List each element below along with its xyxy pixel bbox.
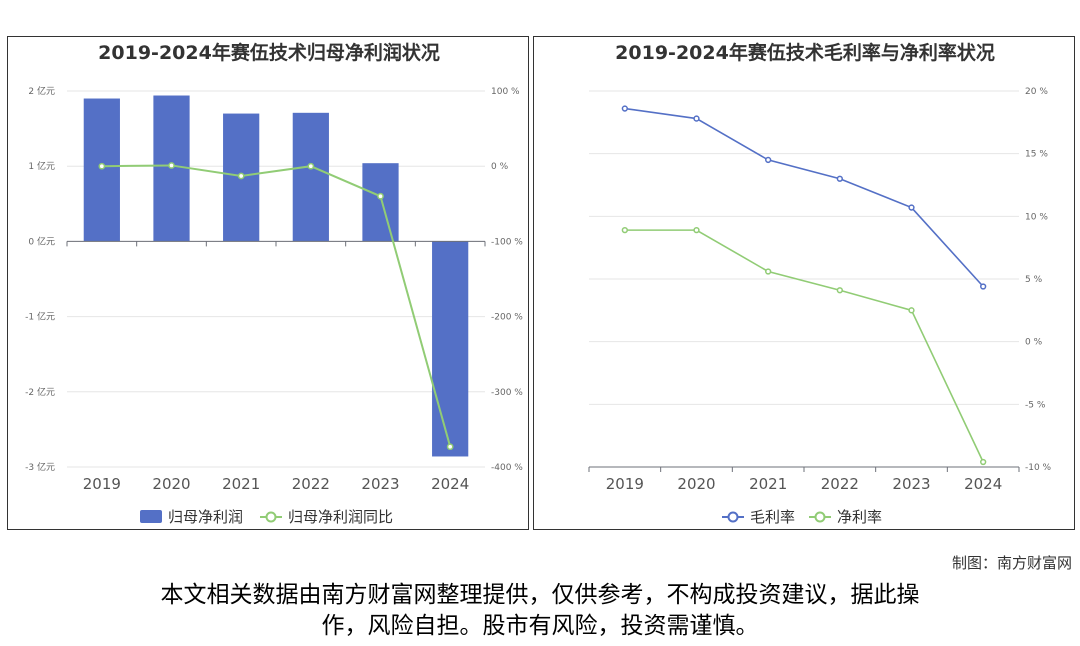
legend-line-label: 归母净利润同比 xyxy=(288,508,393,526)
y-left-tick-label: 0 亿元 xyxy=(28,235,55,247)
y-right-tick-label: -300 % xyxy=(491,388,523,398)
y-right-tick-label: 10 % xyxy=(1025,212,1048,222)
x-tick-label: 2021 xyxy=(222,475,260,493)
series-point-2019 xyxy=(621,226,628,234)
series-point-2021 xyxy=(765,156,772,164)
yoy-point-2021 xyxy=(237,172,245,180)
chart-title: 2019-2024年赛伍技术归母净利润状况 xyxy=(98,41,440,64)
y-right-tick-label: -5 % xyxy=(1025,400,1046,410)
series-point-2021 xyxy=(765,268,772,275)
net-profit-chart: 2019-2024年赛伍技术归母净利润状况 -3 亿元 -2 亿元 -1 亿元 0 亿元… xyxy=(25,41,523,526)
y-right-tick-label: 0 % xyxy=(1025,338,1043,348)
chart-credit: 制图：南方财富网 xyxy=(951,554,1072,572)
y-right-tick-label: 20 % xyxy=(1025,87,1048,97)
series-point-2020 xyxy=(693,115,700,122)
x-tick-label: 2022 xyxy=(292,475,330,493)
series-point-2022 xyxy=(836,287,843,294)
x-tick-label: 2020 xyxy=(677,475,715,493)
series-point-2024 xyxy=(980,458,987,466)
x-tick-label: 2022 xyxy=(821,475,859,493)
series-point-2024 xyxy=(980,283,987,290)
series-point-2022 xyxy=(836,175,843,182)
x-tick-label: 2019 xyxy=(83,475,121,493)
y-left-tick-label: 2 亿元 xyxy=(28,85,55,97)
yoy-point-2019 xyxy=(98,162,106,170)
y-right-tick-label: 0 % xyxy=(491,162,509,172)
yoy-line xyxy=(101,164,452,447)
yoy-point-2023 xyxy=(377,192,384,200)
x-tick-label: 2023 xyxy=(361,475,399,493)
legend-net-label: 净利率 xyxy=(837,508,882,526)
bar-2022 xyxy=(292,112,329,242)
series-line-gross-margin xyxy=(624,107,984,288)
y-left-tick-label: 1 亿元 xyxy=(28,160,55,172)
series-line-net-margin xyxy=(624,229,984,463)
y-right-tick-label: -200 % xyxy=(491,313,523,323)
disclaimer-line-1: 本文相关数据由南方财富网整理提供，仅供参考，不构成投资建议，据此操 xyxy=(160,582,920,608)
yoy-point-2022 xyxy=(307,162,315,170)
disclaimer-line-2: 作，风险自担。股市有风险，投资需谨慎。 xyxy=(321,613,759,639)
bar-2019 xyxy=(83,98,120,242)
series-point-2019 xyxy=(621,105,628,112)
bar-2024 xyxy=(432,241,469,457)
left-chart-panel: 2019-2024年赛伍技术归母净利润状况 -3 亿元 -2 亿元 -1 亿元 0 亿元… xyxy=(7,36,529,530)
chart-title: 2019-2024年赛伍技术毛利率与净利率状况 xyxy=(615,41,995,64)
y-left-tick-label: -1 亿元 xyxy=(25,311,55,323)
yoy-point-2020 xyxy=(168,162,175,169)
y-right-tick-label: -100 % xyxy=(491,237,523,247)
right-chart-panel: 2019-2024年赛伍技术毛利率与净利率状况 -10 % -5 % 0 % 5 % 10… xyxy=(533,36,1075,530)
y-right-tick-label: 100 % xyxy=(491,87,520,97)
legend-gross-marker xyxy=(727,511,739,523)
y-left-tick-label: -2 亿元 xyxy=(25,386,55,398)
x-tick-label: 2024 xyxy=(964,475,1002,493)
y-right-tick-label: 15 % xyxy=(1025,150,1048,160)
margin-chart: 2019-2024年赛伍技术毛利率与净利率状况 -10 % -5 % 0 % 5 % 10… xyxy=(588,41,1052,526)
disclaimer: 本文相关数据由南方财富网整理提供，仅供参考，不构成投资建议，据此操 作，风险自担… xyxy=(0,580,1080,642)
series-point-2023 xyxy=(908,204,915,211)
x-tick-label: 2023 xyxy=(892,475,930,493)
x-tick-label: 2019 xyxy=(606,475,644,493)
series-point-2023 xyxy=(908,307,915,314)
legend-gross-label: 毛利率 xyxy=(750,508,795,526)
x-tick-label: 2021 xyxy=(749,475,787,493)
x-tick-label: 2024 xyxy=(431,475,469,493)
y-right-tick-label: 5 % xyxy=(1025,275,1043,285)
x-tick-label: 2020 xyxy=(152,475,190,493)
bar-2023 xyxy=(362,163,399,242)
legend-net-marker xyxy=(814,511,826,523)
yoy-point-2024 xyxy=(446,443,454,451)
y-left-tick-label: -3 亿元 xyxy=(25,461,55,473)
y-right-tick-label: -400 % xyxy=(491,463,523,473)
legend-bar-swatch xyxy=(140,510,162,523)
series-point-2020 xyxy=(693,226,700,234)
legend-line-marker xyxy=(265,511,277,523)
legend-bar-label: 归母净利润 xyxy=(168,508,243,526)
y-right-tick-label: -10 % xyxy=(1025,463,1052,473)
